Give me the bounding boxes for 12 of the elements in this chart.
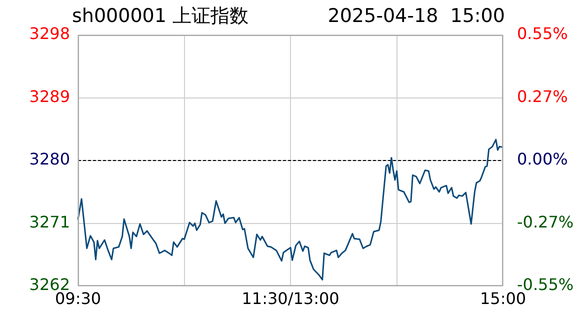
y2-tick-label: 0.00% [517, 150, 568, 169]
y-tick-label: 3289 [29, 86, 70, 106]
chart-subtitle: 2025-04-18 15:00 [328, 4, 505, 27]
y2-tick-label: -0.27% [517, 212, 574, 232]
x-tick-label: 15:00 [480, 288, 526, 308]
x-tick-label: 11:30/13:00 [242, 288, 340, 308]
y-tick-label: 3271 [29, 212, 70, 232]
y2-tick-label: 0.55% [517, 24, 568, 44]
chart-title: sh000001 上证指数 [72, 4, 249, 27]
y-tick-label: 3280 [29, 150, 70, 169]
y2-tick-label: 0.27% [517, 86, 568, 106]
y-tick-label: 3298 [29, 24, 70, 44]
